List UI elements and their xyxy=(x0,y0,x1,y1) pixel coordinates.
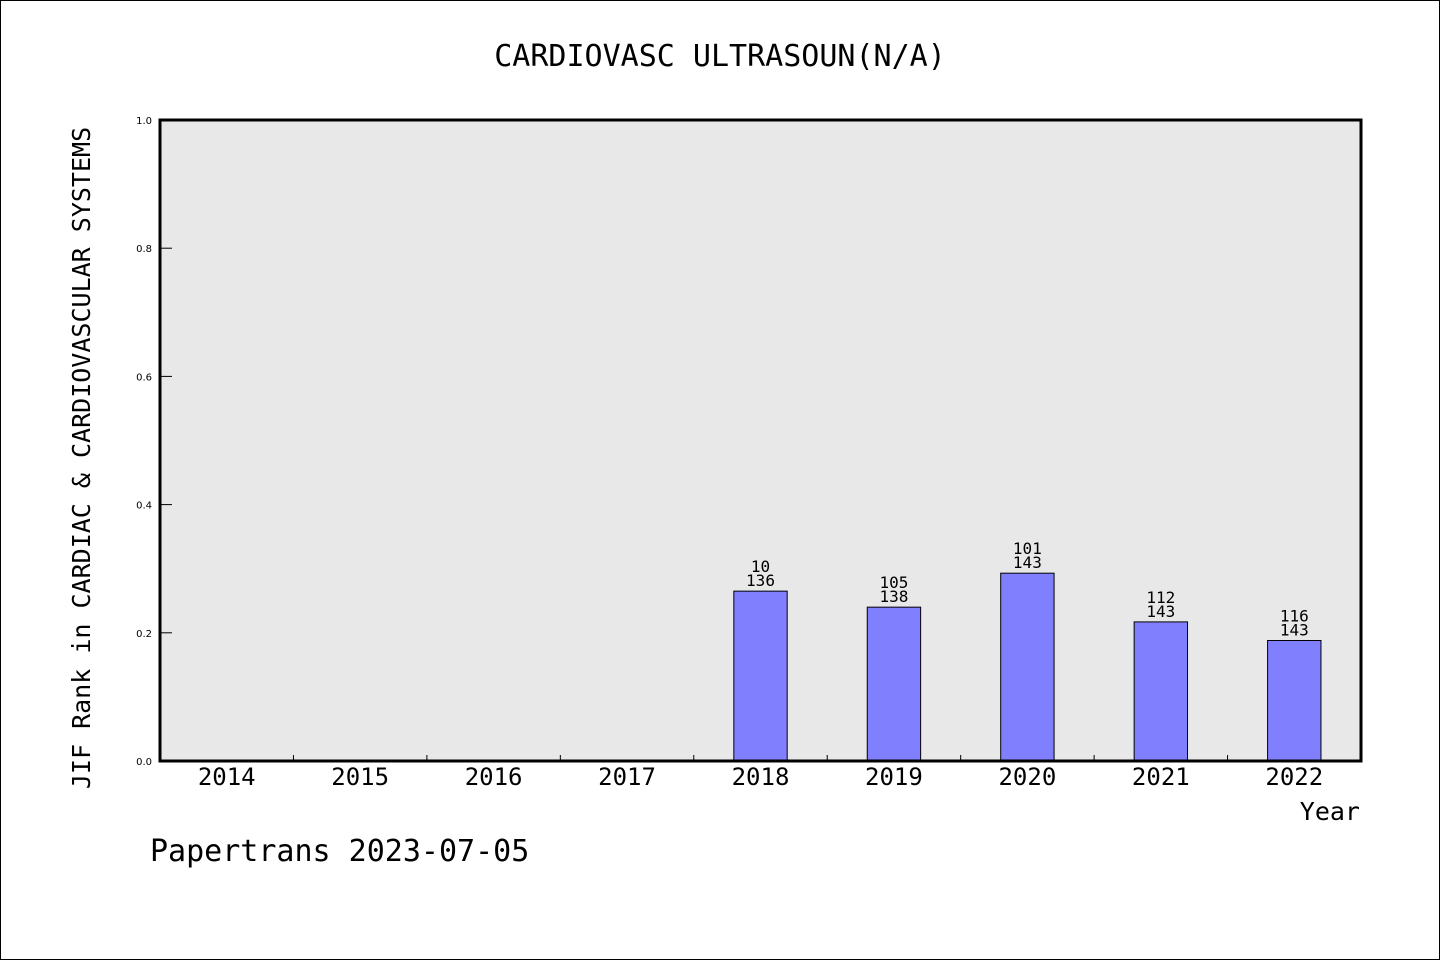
bar-2021 xyxy=(1133,621,1189,762)
x-axis-label: Year xyxy=(1300,797,1360,826)
total-label-2020: 143 xyxy=(1013,553,1042,572)
x-tick-label-2015: 2015 xyxy=(331,763,389,791)
x-tick-label-2016: 2016 xyxy=(465,763,523,791)
y-tick-label-0.0: 0.0 xyxy=(136,757,152,768)
rank-label-2021: 112 xyxy=(1146,588,1175,607)
total-label-2019: 138 xyxy=(879,587,908,606)
y-tick-label-0.4: 0.4 xyxy=(136,501,152,512)
y-tick-label-1.0: 1.0 xyxy=(136,116,152,127)
rank-label-2019: 105 xyxy=(879,573,908,592)
x-tick-label-2020: 2020 xyxy=(998,763,1056,791)
x-tick-label-2014: 2014 xyxy=(198,763,256,791)
y-axis-label: JIF Rank in CARDIAC & CARDIOVASCULAR SYS… xyxy=(67,127,96,789)
x-tick-label-2019: 2019 xyxy=(865,763,923,791)
rank-label-2020: 101 xyxy=(1013,539,1042,558)
x-tick-label-2017: 2017 xyxy=(598,763,656,791)
y-tick-label-0.6: 0.6 xyxy=(136,372,152,383)
x-tick-label-2018: 2018 xyxy=(732,763,790,791)
bar-2022 xyxy=(1267,639,1322,762)
footer-credit: Papertrans 2023-07-05 xyxy=(150,834,530,869)
plot-border xyxy=(158,118,1363,763)
total-label-2021: 143 xyxy=(1146,602,1175,621)
bar-2019 xyxy=(866,606,922,762)
x-tick-label-2022: 2022 xyxy=(1265,763,1323,791)
y-tick-label-0.2: 0.2 xyxy=(136,629,152,640)
bar-2020 xyxy=(1000,572,1055,762)
total-label-2022: 143 xyxy=(1280,620,1309,639)
chart-title: CARDIOVASC ULTRASOUN(N/A) xyxy=(494,39,946,74)
bar-2018 xyxy=(733,590,788,762)
rank-label-2018: 10 xyxy=(751,557,770,576)
x-tick-label-2021: 2021 xyxy=(1132,763,1190,791)
y-tick-label-0.8: 0.8 xyxy=(136,244,152,255)
total-label-2018: 136 xyxy=(746,571,775,590)
rank-label-2022: 116 xyxy=(1280,606,1309,625)
